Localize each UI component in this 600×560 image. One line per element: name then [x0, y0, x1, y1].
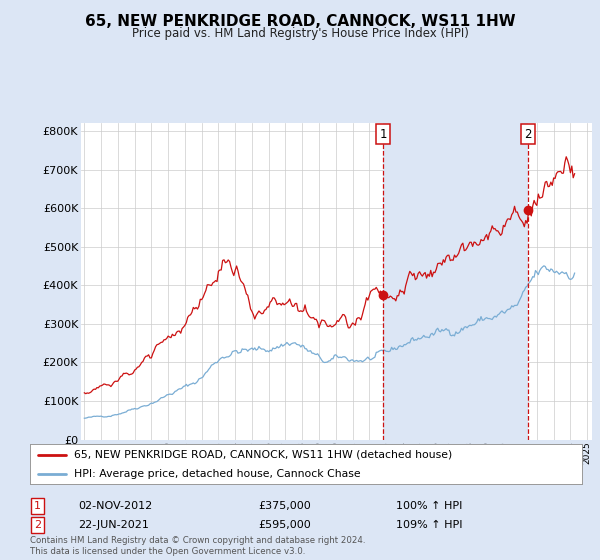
Text: 109% ↑ HPI: 109% ↑ HPI [396, 520, 463, 530]
Text: 2: 2 [524, 128, 532, 141]
Text: 02-NOV-2012: 02-NOV-2012 [78, 501, 152, 511]
Text: HPI: Average price, detached house, Cannock Chase: HPI: Average price, detached house, Cann… [74, 469, 361, 478]
Bar [383, 123, 528, 440]
Text: 2: 2 [34, 520, 41, 530]
Text: 1: 1 [34, 501, 41, 511]
Text: 1: 1 [380, 128, 387, 141]
Text: Price paid vs. HM Land Registry's House Price Index (HPI): Price paid vs. HM Land Registry's House … [131, 27, 469, 40]
Text: 65, NEW PENKRIDGE ROAD, CANNOCK, WS11 1HW (detached house): 65, NEW PENKRIDGE ROAD, CANNOCK, WS11 1H… [74, 450, 452, 460]
Text: 65, NEW PENKRIDGE ROAD, CANNOCK, WS11 1HW: 65, NEW PENKRIDGE ROAD, CANNOCK, WS11 1H… [85, 14, 515, 29]
Text: £595,000: £595,000 [258, 520, 311, 530]
Text: 22-JUN-2021: 22-JUN-2021 [78, 520, 149, 530]
Text: Contains HM Land Registry data © Crown copyright and database right 2024.
This d: Contains HM Land Registry data © Crown c… [30, 536, 365, 556]
Text: 100% ↑ HPI: 100% ↑ HPI [396, 501, 463, 511]
Text: £375,000: £375,000 [258, 501, 311, 511]
